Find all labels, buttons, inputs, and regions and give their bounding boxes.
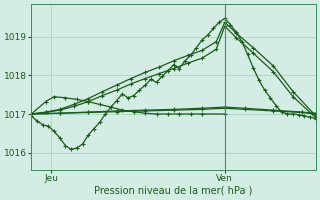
X-axis label: Pression niveau de la mer( hPa ): Pression niveau de la mer( hPa ) bbox=[94, 186, 253, 196]
